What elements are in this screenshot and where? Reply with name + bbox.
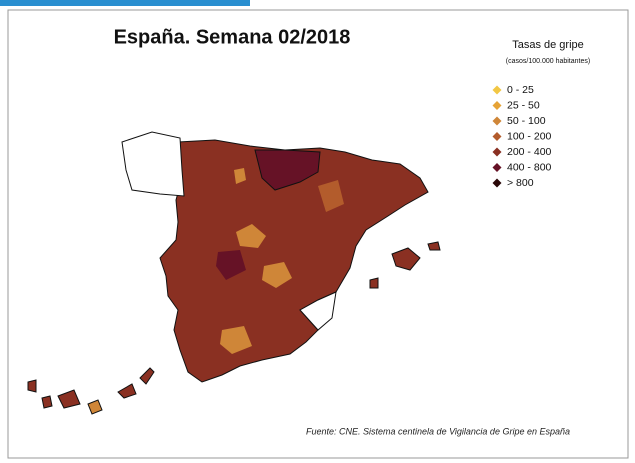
legend-label: 400 - 800 bbox=[507, 161, 552, 173]
legend-swatch bbox=[492, 178, 502, 188]
legend-title: Tasas de gripe bbox=[512, 39, 584, 51]
legend-label: 100 - 200 bbox=[507, 130, 552, 142]
south-area bbox=[220, 326, 252, 354]
central-area bbox=[262, 262, 292, 288]
madrid-area bbox=[236, 224, 266, 248]
canary-1 bbox=[27, 379, 37, 393]
menorca bbox=[427, 241, 441, 251]
frame bbox=[7, 9, 629, 459]
legend-label: 25 - 50 bbox=[507, 99, 540, 111]
aragon-spot bbox=[318, 180, 344, 212]
galicia bbox=[121, 131, 185, 197]
north-spot bbox=[234, 168, 246, 184]
canary-4 bbox=[87, 399, 103, 415]
legend-swatch bbox=[492, 147, 502, 157]
legend-swatch bbox=[492, 132, 502, 141]
north-region bbox=[254, 149, 321, 191]
header-strip bbox=[0, 0, 250, 6]
spain-map bbox=[27, 131, 441, 415]
legend-swatch bbox=[492, 163, 502, 172]
legend-label: 0 - 25 bbox=[507, 84, 534, 96]
west-spot bbox=[216, 250, 246, 280]
canary-3 bbox=[57, 389, 81, 409]
map-title: España. Semana 02/2018 bbox=[114, 26, 351, 48]
legend-subtitle: (casos/100.000 habitantes) bbox=[506, 58, 590, 65]
canary-2 bbox=[41, 395, 53, 409]
legend-swatch bbox=[492, 116, 502, 126]
legend-swatch bbox=[492, 101, 502, 110]
murcia bbox=[299, 291, 337, 331]
canary-6 bbox=[139, 367, 155, 385]
ibiza bbox=[369, 277, 379, 289]
legend-label: 200 - 400 bbox=[507, 146, 552, 158]
mallorca bbox=[391, 247, 421, 271]
source-note: Fuente: CNE. Sistema centinela de Vigila… bbox=[306, 426, 570, 436]
legend-label: > 800 bbox=[507, 177, 534, 189]
canary-5 bbox=[117, 383, 137, 399]
legend-label: 50 - 100 bbox=[507, 115, 546, 127]
legend: 0 - 25 25 - 50 50 - 100 100 - 200 200 - 400 4… bbox=[492, 84, 552, 189]
legend-swatch bbox=[492, 85, 502, 95]
